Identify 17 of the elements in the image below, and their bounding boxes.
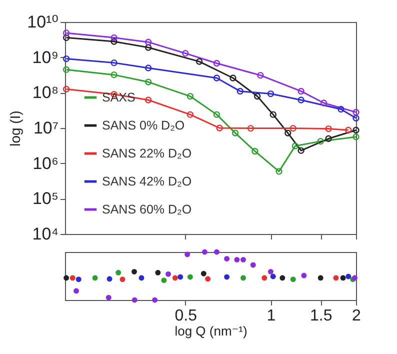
y-tick-label: 10¹⁰ — [27, 12, 59, 32]
x-tick-label: 0.5 — [174, 308, 198, 324]
x-tick-label: 1.5 — [310, 308, 332, 324]
y-tick-label: 10⁸ — [32, 83, 58, 102]
x-axis-title: log Q (nm⁻¹) — [174, 324, 248, 338]
legend-label: SANS 0% D₂O — [102, 118, 185, 132]
y-tick-label: 10⁵ — [32, 189, 58, 208]
x-tick-label: 2 — [352, 308, 362, 324]
legend-label: SANS 22% D₂O — [102, 146, 192, 160]
y-tick-label: 10⁶ — [32, 154, 58, 173]
y-tick-label: 10⁴ — [32, 224, 58, 244]
y-axis-title: log (I) — [7, 110, 24, 146]
y-tick-label: 10⁹ — [32, 48, 58, 67]
legend-label: SANS 42% D₂O — [102, 174, 192, 188]
legend-label: SANS 60% D₂O — [102, 202, 192, 216]
y-tick-label: 10⁷ — [33, 118, 58, 138]
x-tick-label: 1 — [266, 308, 276, 324]
